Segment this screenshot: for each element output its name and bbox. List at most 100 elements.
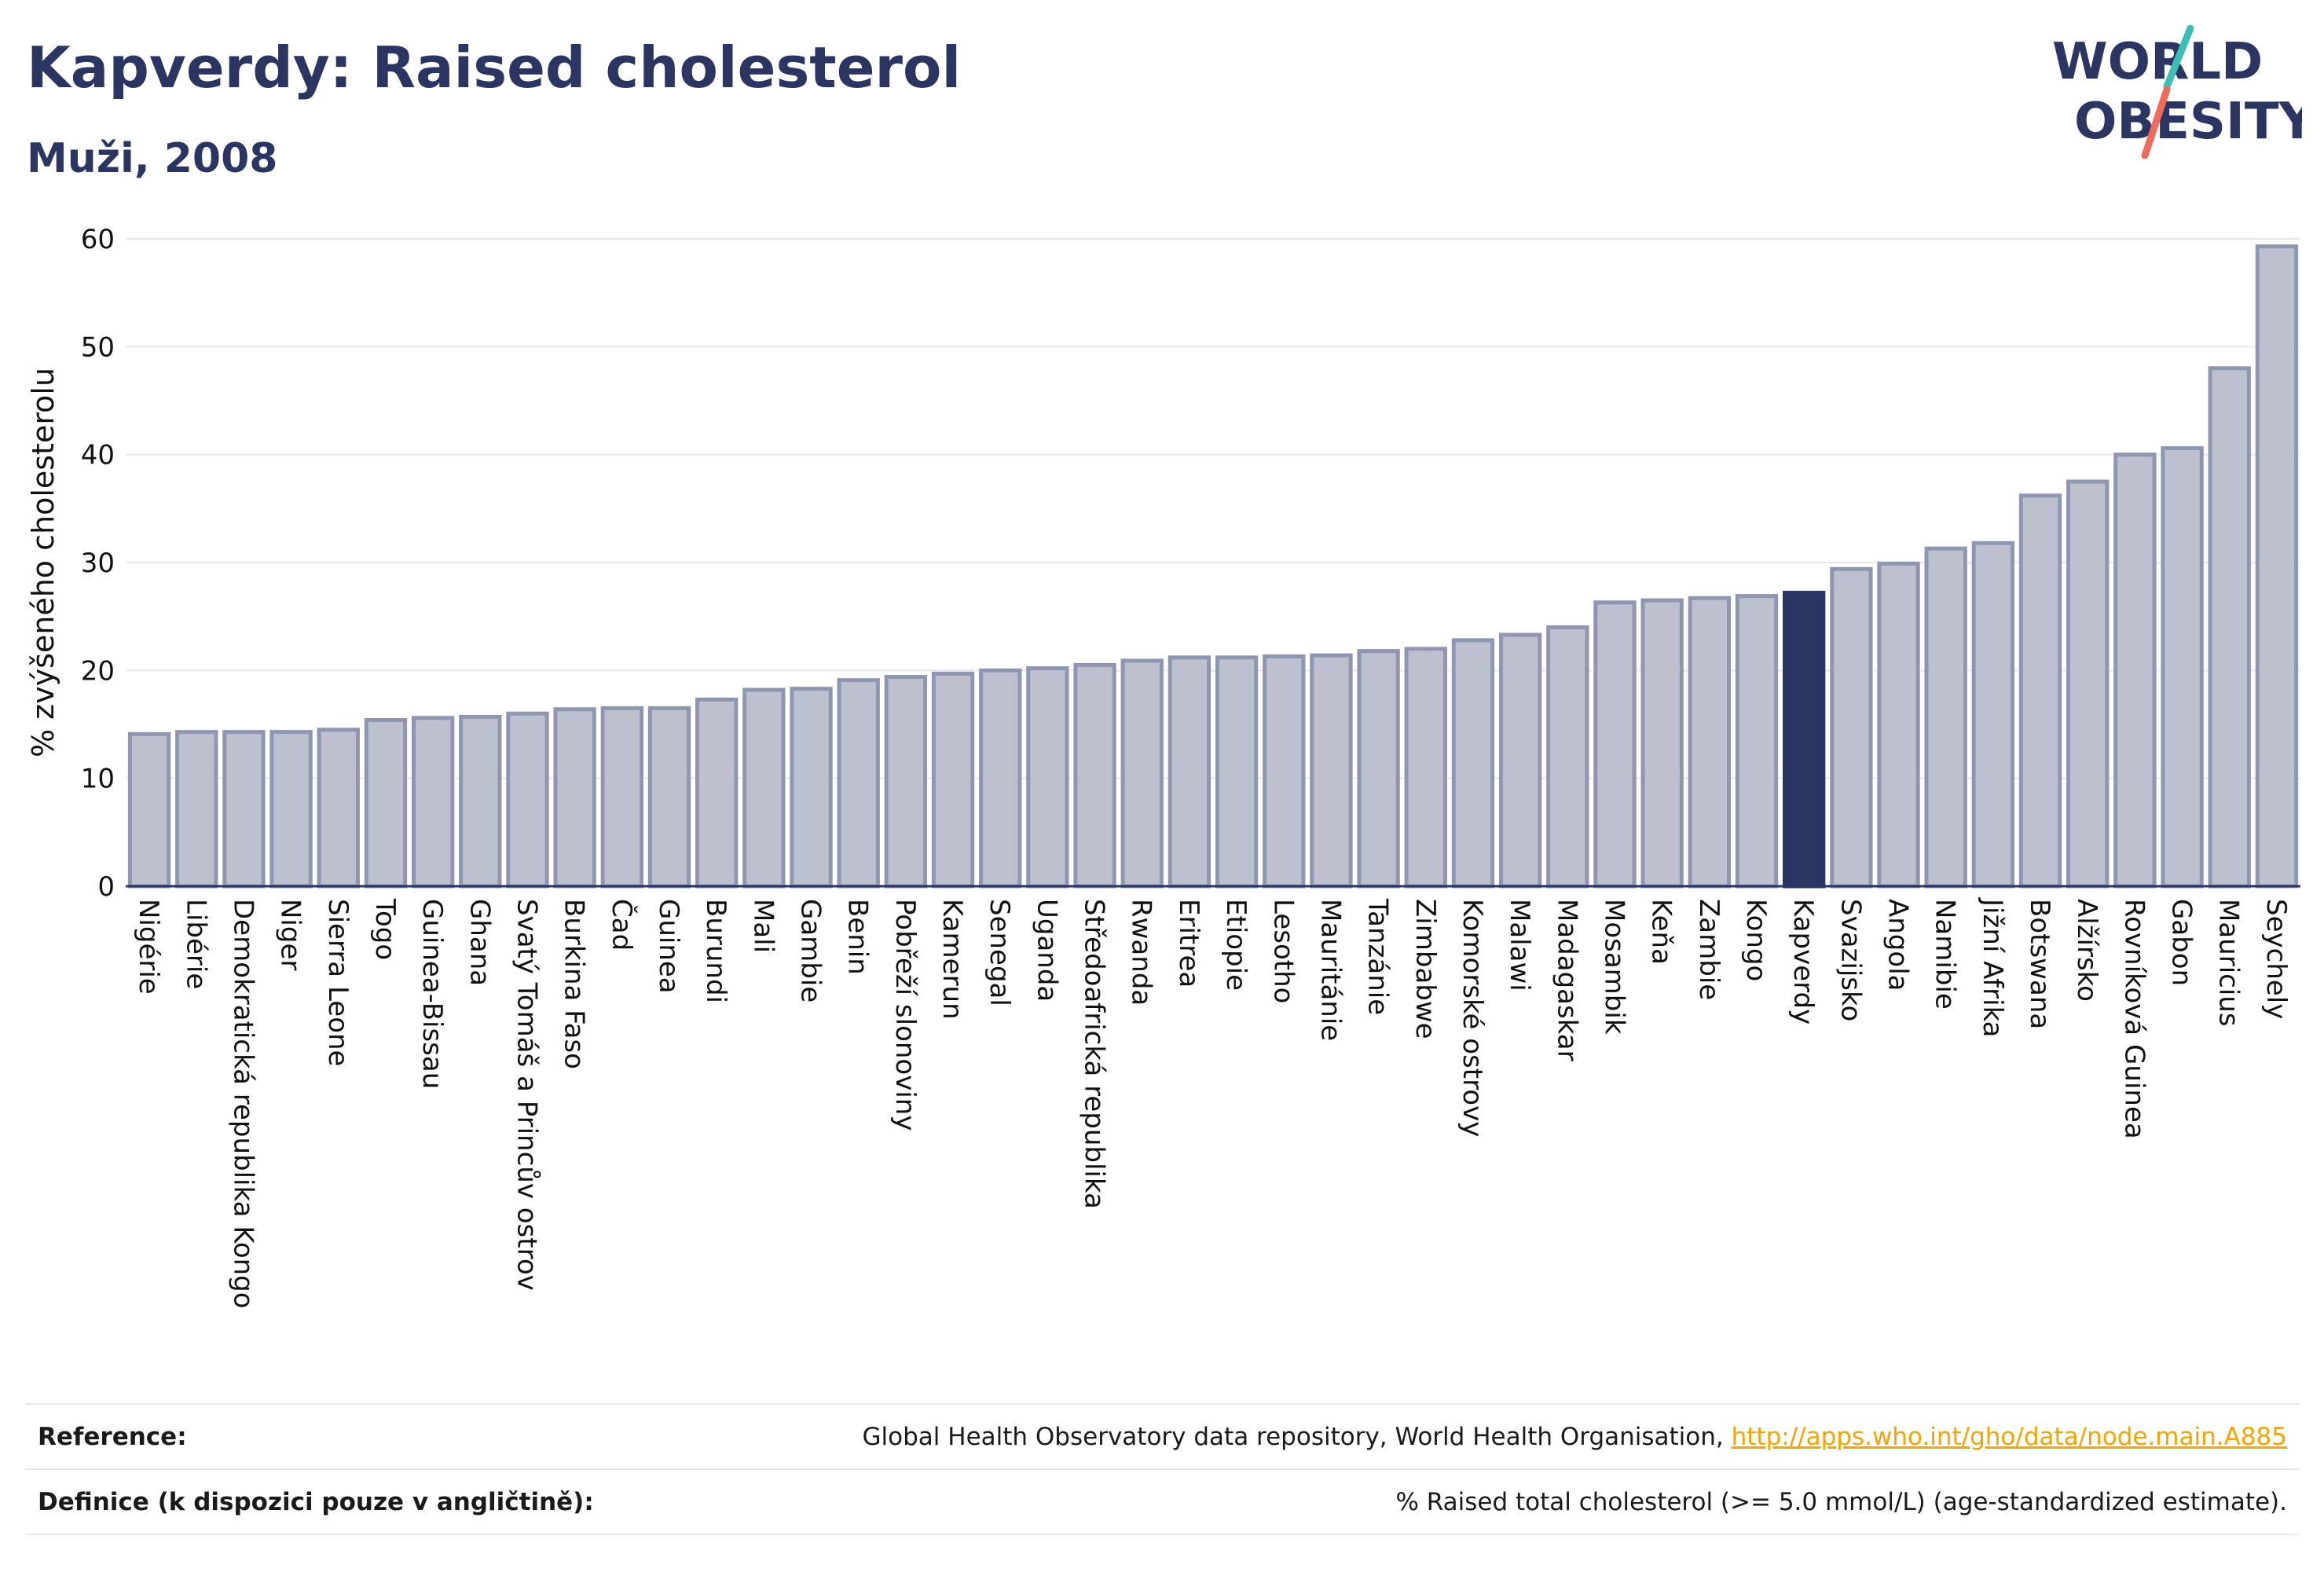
x-tick-label: Senegal — [984, 899, 1015, 1006]
bar[interactable] — [1924, 546, 1967, 889]
x-tick-label: Svazijsko — [1835, 899, 1866, 1021]
bar[interactable] — [1215, 655, 1259, 889]
bar[interactable] — [1688, 596, 1731, 889]
bar[interactable] — [1451, 638, 1495, 889]
logo-line-2: OBESITY — [2074, 93, 2302, 151]
x-tick-label: Svatý Tomáš a Princův ostrov — [511, 899, 542, 1291]
x-tick-label: Botswana — [2024, 899, 2055, 1029]
bar[interactable] — [1498, 632, 1542, 889]
logo-line-1: WORLD — [2052, 33, 2263, 91]
bar[interactable] — [1877, 561, 1920, 889]
y-axis-ticks: 0 10 20 30 40 50 60 — [81, 224, 115, 903]
bar[interactable] — [647, 706, 691, 889]
x-tick-label: Gambie — [795, 899, 827, 1002]
bar[interactable] — [2066, 479, 2110, 889]
y-tick-label: 40 — [81, 440, 115, 471]
bar[interactable] — [1735, 594, 1779, 889]
reference-link[interactable]: http://apps.who.int/gho/data/node.main.A… — [1731, 1423, 2287, 1451]
bar[interactable] — [364, 718, 408, 889]
bar[interactable] — [837, 678, 880, 889]
x-tick-label: Nigérie — [133, 899, 164, 995]
bar[interactable] — [317, 728, 360, 889]
x-tick-label: Burundi — [700, 899, 731, 1003]
bar[interactable] — [2018, 493, 2062, 889]
bar[interactable] — [269, 730, 313, 889]
x-tick-label: Mauritánie — [1314, 899, 1346, 1041]
bar[interactable] — [1830, 566, 1873, 889]
x-tick-label: Namibie — [1930, 899, 1961, 1010]
reference-row: Reference: Global Health Observatory dat… — [25, 1403, 2300, 1469]
bar[interactable] — [884, 675, 928, 889]
bar[interactable] — [2113, 453, 2157, 889]
x-tick-label: Togo — [369, 898, 401, 960]
bar[interactable] — [790, 687, 833, 889]
bar[interactable] — [742, 687, 786, 889]
x-tick-label: Malawi — [1504, 899, 1535, 991]
bar[interactable] — [1546, 625, 1589, 889]
bar[interactable] — [1357, 649, 1400, 889]
x-tick-label: Gabon — [2166, 899, 2198, 986]
x-tick-label: Niger — [275, 899, 306, 970]
x-tick-label: Seychely — [2260, 899, 2292, 1019]
x-tick-label: Angola — [1882, 899, 1914, 991]
x-tick-label: Kamerun — [937, 899, 968, 1020]
bar[interactable] — [1026, 666, 1069, 889]
y-tick-label: 10 — [81, 764, 115, 795]
bar[interactable] — [175, 730, 218, 889]
x-tick-label: Alžírsko — [2071, 899, 2102, 1002]
bar[interactable] — [222, 730, 266, 889]
x-tick-label: Burkina Faso — [559, 899, 590, 1069]
bar[interactable] — [1120, 658, 1164, 889]
logo-slash-teal — [2163, 24, 2194, 90]
bar[interactable] — [127, 731, 171, 889]
bar-highlighted[interactable] — [1783, 590, 1826, 889]
x-tick-label: Kongo — [1740, 899, 1772, 981]
reference-value: Global Health Observatory data repositor… — [863, 1423, 2300, 1451]
x-tick-label: Komorské ostrovy — [1457, 899, 1488, 1137]
y-tick-label: 0 — [97, 871, 115, 903]
x-tick-label: Etiopie — [1220, 899, 1252, 991]
x-tick-label: Keňa — [1646, 899, 1677, 965]
bar[interactable] — [1167, 655, 1211, 889]
x-tick-label: Lesotho — [1267, 899, 1299, 1003]
definition-label: Definice (k dispozici pouze v angličtině… — [38, 1488, 594, 1516]
y-axis-label: % zvýšeného cholesterolu — [26, 368, 60, 757]
bar[interactable] — [459, 714, 502, 889]
x-tick-label: Uganda — [1031, 899, 1062, 1002]
x-tick-label: Čad — [606, 899, 638, 951]
x-tick-label: Guinea — [653, 899, 684, 994]
bar[interactable] — [600, 706, 643, 889]
bar[interactable] — [2208, 366, 2251, 889]
bar[interactable] — [2255, 244, 2299, 889]
x-tick-label: Mauricius — [2213, 899, 2245, 1027]
x-tick-label: Benin — [842, 899, 874, 975]
y-tick-label: 20 — [81, 655, 115, 687]
bar[interactable] — [931, 671, 975, 889]
y-tick-label: 60 — [81, 224, 115, 255]
world-obesity-logo: WORLD OBESITY — [2052, 24, 2302, 159]
logo-slash-coral — [2141, 86, 2171, 159]
bar[interactable] — [1640, 598, 1684, 889]
bar[interactable] — [411, 716, 455, 889]
bar[interactable] — [1971, 541, 2015, 889]
bar[interactable] — [506, 711, 549, 889]
x-tick-label: Libérie — [180, 899, 211, 989]
definition-row: Definice (k dispozici pouze v angličtině… — [25, 1468, 2300, 1534]
x-tick-label: Madagaskar — [1551, 899, 1582, 1061]
reference-label: Reference: — [38, 1423, 187, 1451]
bar[interactable] — [553, 707, 596, 889]
x-tick-label: Jižní Afrika — [1977, 897, 2008, 1038]
footer-divider — [25, 1534, 2300, 1535]
bar[interactable] — [1073, 662, 1116, 889]
x-tick-label: Guinea-Bissau — [416, 899, 448, 1089]
bar[interactable] — [1310, 653, 1353, 889]
bar[interactable] — [1404, 647, 1447, 889]
bar[interactable] — [695, 697, 739, 889]
x-tick-label: Kapverdy — [1787, 899, 1819, 1024]
reference-text: Global Health Observatory data repositor… — [862, 1423, 1732, 1451]
bar[interactable] — [2161, 445, 2204, 889]
bar[interactable] — [1593, 600, 1637, 889]
bars — [127, 244, 2299, 889]
bar[interactable] — [979, 668, 1022, 889]
bar[interactable] — [1263, 654, 1306, 889]
